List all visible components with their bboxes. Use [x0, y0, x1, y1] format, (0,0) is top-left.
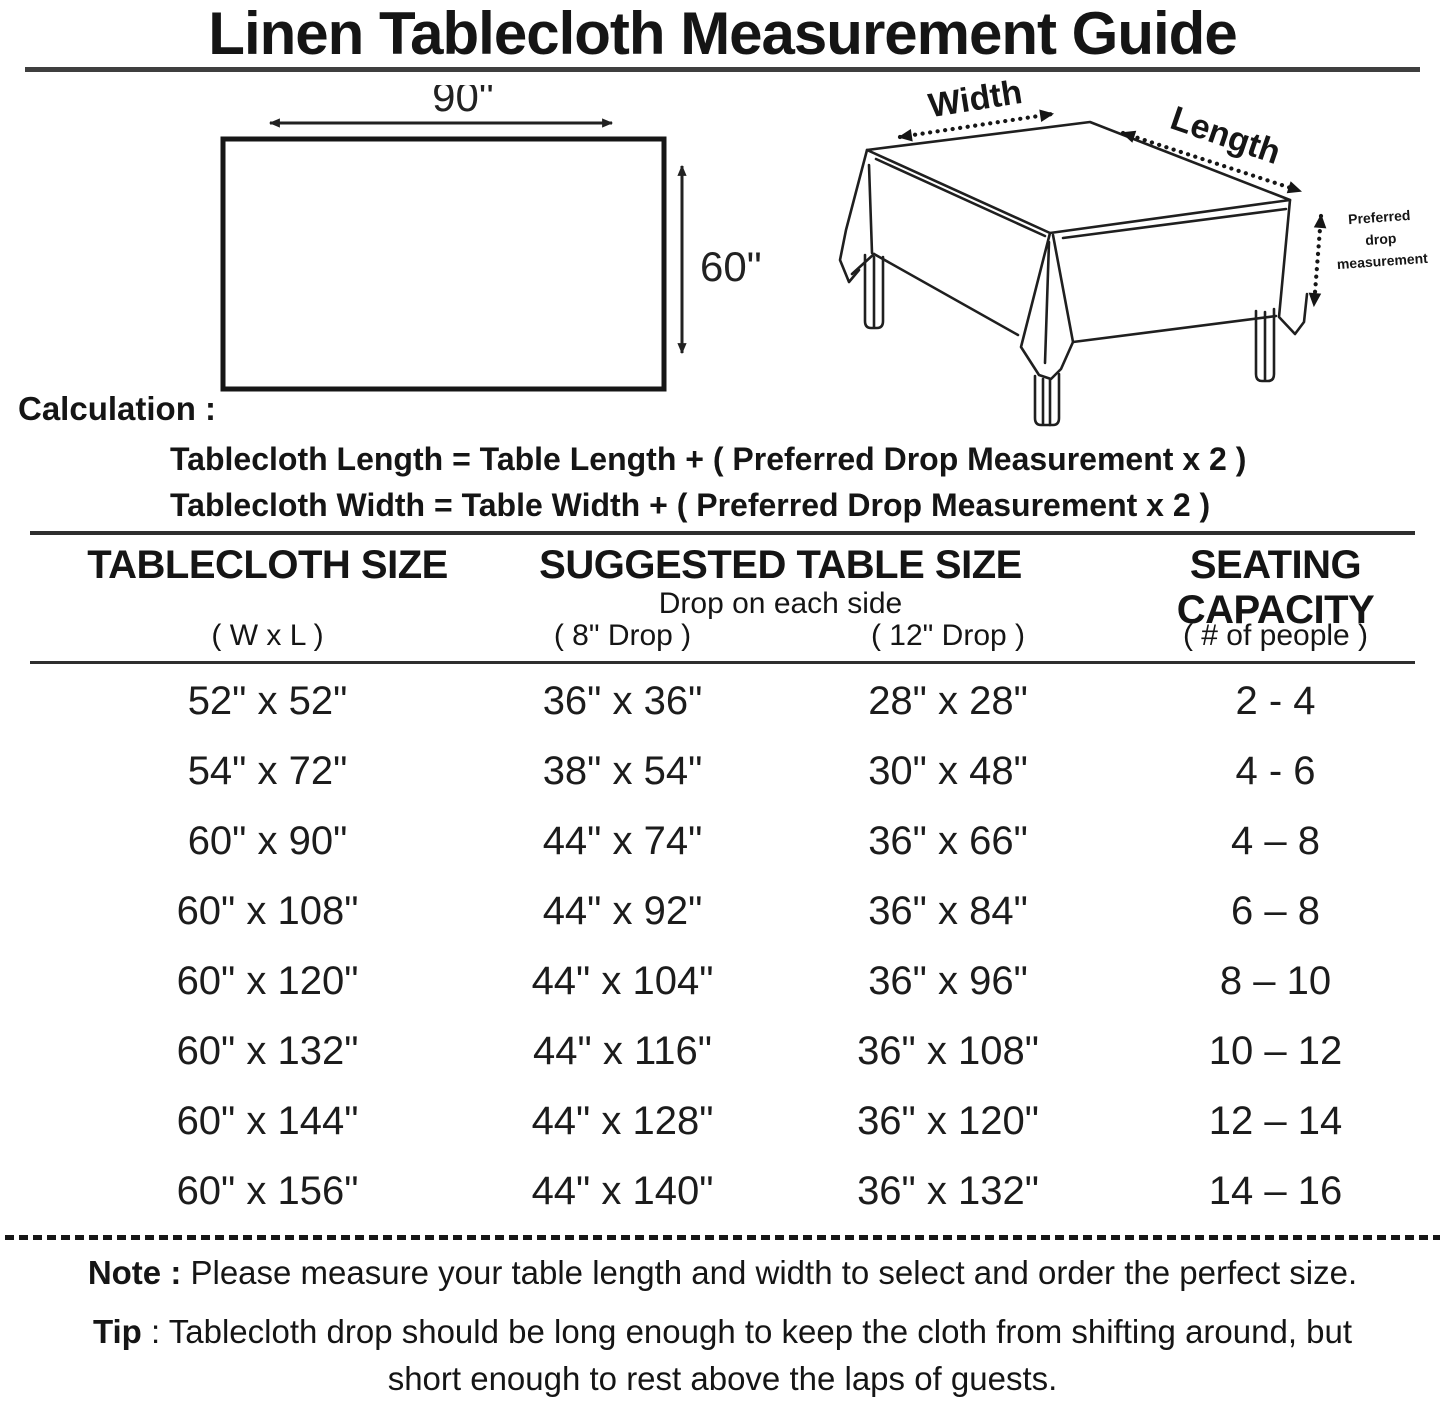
seating-capacity-cell: 6 – 8 — [1231, 888, 1320, 933]
table-header-divider — [30, 661, 1415, 664]
tablecloth-size-cell: 52" x 52" — [187, 678, 348, 723]
tip-label: Tip — [92, 1313, 142, 1350]
table-size-12drop-cell: 36" x 96" — [868, 958, 1028, 1003]
width-axis-arrow — [897, 109, 1055, 142]
svg-text:drop: drop — [1365, 230, 1397, 248]
column-header-suggested-table-size: SUGGESTED TABLE SIZE — [539, 543, 1022, 587]
tablecloth-size-cell: 54" x 72" — [187, 748, 348, 793]
front-corner-fold — [1043, 240, 1051, 365]
table-row: 60" x 132" 44" x 116" 36" x 108" 10 – 12 — [0, 1016, 1445, 1086]
table-illustration: Width Length Preferred drop measurement — [838, 73, 1429, 427]
table-size-12drop-cell: 36" x 132" — [857, 1168, 1039, 1213]
table-row: 52" x 52" 36" x 36" 28" x 28" 2 - 4 — [0, 666, 1445, 736]
page-title: Linen Tablecloth Measurement Guide — [208, 0, 1237, 67]
seating-capacity-cell: 10 – 12 — [1208, 1028, 1343, 1073]
tip-body-line1: : Tablecloth drop should be long enough … — [141, 1313, 1353, 1350]
table-size-12drop-cell: 36" x 108" — [857, 1028, 1039, 1073]
drop-on-each-side-note: Drop on each side — [658, 587, 903, 620]
width-axis-label: Width — [926, 73, 1025, 125]
table-size-8drop-cell: 44" x 74" — [542, 818, 703, 863]
unit-num-people: ( # of people ) — [1182, 619, 1369, 652]
size-table-header: TABLECLOTH SIZE SUGGESTED TABLE SIZE SEA… — [0, 543, 1445, 633]
drop-measurement-label: Preferred drop measurement — [1336, 207, 1428, 272]
size-table-body: 52" x 52" 36" x 36" 28" x 28" 2 - 4 54" … — [0, 666, 1445, 1226]
table-size-12drop-cell: 28" x 28" — [868, 678, 1028, 723]
front-hem — [872, 252, 1020, 337]
left-drape-fold — [867, 163, 874, 255]
right-hem — [1071, 314, 1278, 344]
column-header-seating-capacity: SEATING CAPACITY — [1176, 543, 1375, 632]
seating-capacity-cell: 8 – 10 — [1219, 958, 1332, 1003]
table-size-12drop-cell: 36" x 66" — [868, 818, 1028, 863]
svg-text:measurement: measurement — [1336, 250, 1428, 272]
unit-w-x-l: ( W x L ) — [211, 619, 324, 652]
table-size-12drop-cell: 36" x 120" — [857, 1098, 1039, 1143]
calculation-heading: Calculation : — [18, 390, 217, 427]
dashed-divider — [5, 1235, 1440, 1240]
table-row: 60" x 120" 44" x 104" 36" x 96" 8 – 10 — [0, 946, 1445, 1016]
note-label: Note : — [87, 1254, 182, 1291]
table-size-12drop-cell: 36" x 84" — [868, 888, 1028, 933]
length-axis-arrow — [1120, 130, 1303, 194]
tablecloth-size-cell: 60" x 120" — [176, 958, 359, 1003]
table-row: 60" x 156" 44" x 140" 36" x 132" 14 – 16 — [0, 1156, 1445, 1226]
tablecloth-rectangle — [220, 136, 667, 392]
flat-tablecloth-diagram: 90" 60" — [220, 85, 762, 392]
tip-body-line2: short enough to rest above the laps of g… — [387, 1360, 1058, 1397]
table-row: 60" x 144" 44" x 128" 36" x 120" 12 – 14 — [0, 1086, 1445, 1156]
cloth-edge-front — [874, 157, 1047, 238]
table-size-12drop-cell: 30" x 48" — [868, 748, 1028, 793]
tablecloth-size-cell: 60" x 132" — [176, 1028, 359, 1073]
tablecloth-size-cell: 60" x 108" — [176, 888, 359, 933]
table-row: 60" x 108" 44" x 92" 36" x 84" 6 – 8 — [0, 876, 1445, 946]
unit-12in-drop: ( 12" Drop ) — [870, 619, 1026, 652]
size-table-subnote-row: Drop on each side — [0, 587, 1445, 621]
table-size-8drop-cell: 38" x 54" — [542, 748, 703, 793]
unit-8in-drop: ( 8" Drop ) — [553, 619, 692, 652]
column-header-tablecloth-size: TABLECLOTH SIZE — [87, 543, 448, 587]
width-formula: Tablecloth Width = Table Width + ( Prefe… — [170, 487, 1211, 523]
table-size-8drop-cell: 44" x 104" — [531, 958, 714, 1003]
seating-capacity-cell: 4 - 6 — [1235, 748, 1316, 793]
table-size-8drop-cell: 44" x 116" — [533, 1028, 712, 1073]
table-row: 60" x 90" 44" x 74" 36" x 66" 4 – 8 — [0, 806, 1445, 876]
length-formula: Tablecloth Length = Table Length + ( Pre… — [170, 441, 1247, 477]
calculation-formulas: Tablecloth Length = Table Length + ( Pre… — [170, 436, 1246, 528]
table-top-divider — [30, 531, 1415, 535]
tip-text: Tip : Tablecloth drop should be long eno… — [0, 1308, 1445, 1402]
table-size-8drop-cell: 44" x 128" — [531, 1098, 714, 1143]
tablecloth-size-cell: 60" x 90" — [187, 818, 348, 863]
left-drape — [838, 148, 869, 284]
table-size-8drop-cell: 44" x 140" — [531, 1168, 714, 1213]
title-divider — [25, 67, 1420, 72]
table-row: 54" x 72" 38" x 54" 30" x 48" 4 - 6 — [0, 736, 1445, 806]
right-corner-drape — [1277, 198, 1309, 336]
table-size-8drop-cell: 44" x 92" — [542, 888, 703, 933]
height-dimension-label: 60" — [700, 243, 762, 290]
drop-measurement-arrow — [1308, 213, 1327, 308]
note-body: Please measure your table length and wid… — [181, 1254, 1358, 1291]
seating-capacity-cell: 4 – 8 — [1231, 818, 1320, 863]
svg-text:Preferred: Preferred — [1348, 207, 1411, 227]
size-table-unit-row: ( W x L ) ( 8" Drop ) ( 12" Drop ) ( # o… — [0, 619, 1445, 653]
tablecloth-size-cell: 60" x 156" — [176, 1168, 359, 1213]
cloth-edge-right — [1061, 207, 1288, 240]
left-drape-hem — [850, 252, 876, 276]
seating-capacity-cell: 2 - 4 — [1235, 678, 1316, 723]
tablecloth-size-cell: 60" x 144" — [176, 1098, 359, 1143]
note-text: Note : Please measure your table length … — [0, 1254, 1445, 1292]
front-table-leg — [1033, 372, 1061, 427]
table-size-8drop-cell: 36" x 36" — [542, 678, 703, 723]
seating-capacity-cell: 14 – 16 — [1208, 1168, 1343, 1213]
seating-capacity-cell: 12 – 14 — [1208, 1098, 1343, 1143]
width-dimension-label: 90" — [432, 85, 494, 120]
